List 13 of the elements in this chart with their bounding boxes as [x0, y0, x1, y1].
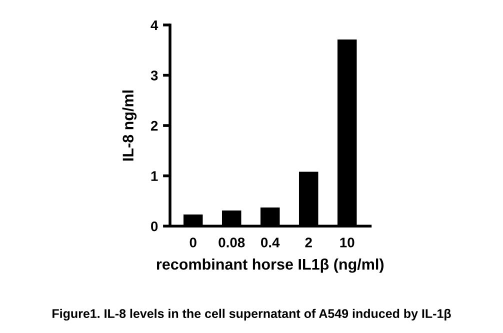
x-axis-title: recombinant horse IL1β (ng/ml) [156, 258, 384, 273]
caption: Figure1. IL-8 levels in the cell supernatant of A549 induced by IL-1β [52, 308, 451, 321]
y-axis-title: IL-8 ng/ml [122, 90, 137, 161]
y-tick-label: 1 [151, 171, 158, 181]
x-tick-label: 10 [340, 238, 354, 248]
x-tick-label: 2 [305, 238, 312, 248]
y-tick-label: 3 [150, 70, 158, 80]
y-tick-label: 0 [151, 221, 158, 232]
x-tick-label: 0 [190, 238, 196, 248]
x-tick-label: 0.4 [261, 238, 280, 248]
x-tick-label: 0.08 [218, 238, 245, 248]
y-tick-label: 4 [150, 20, 158, 30]
y-tick-label: 2 [150, 120, 158, 131]
